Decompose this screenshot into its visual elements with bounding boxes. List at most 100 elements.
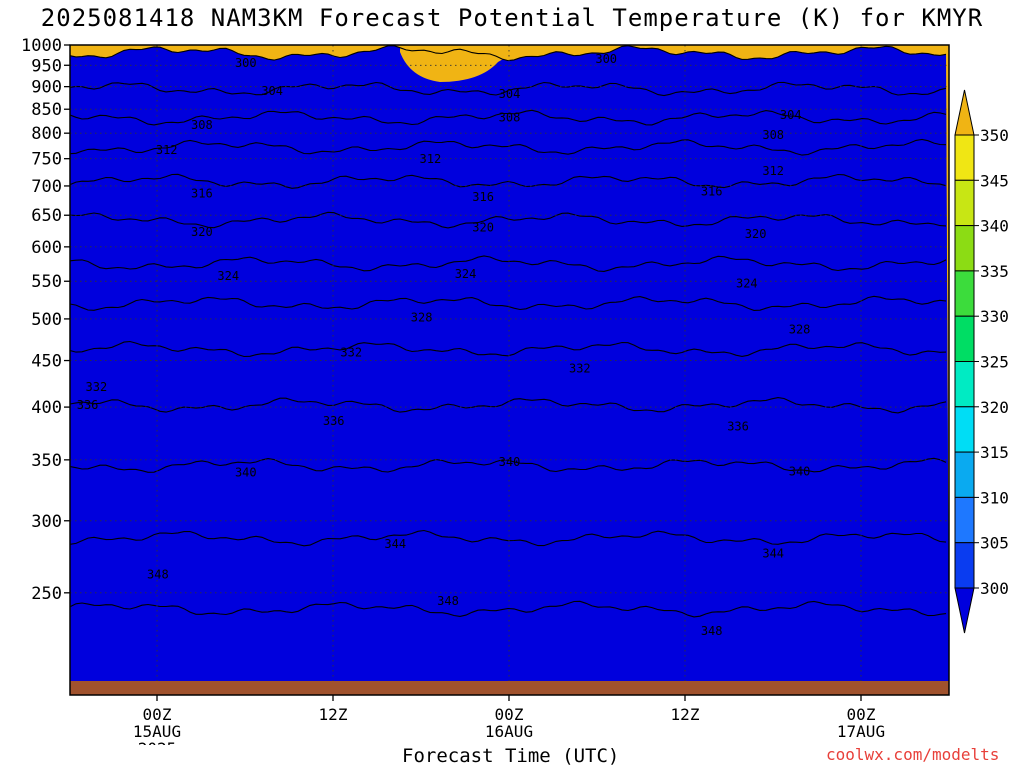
y-tick-label: 800 — [31, 124, 62, 144]
contour-label: 348 — [147, 567, 169, 581]
x-tick-label: 00Z — [495, 705, 524, 724]
contour-label: 312 — [420, 152, 442, 166]
y-tick-label: 650 — [31, 206, 62, 226]
y-tick-label: 400 — [31, 398, 62, 418]
colorbar-arrow-top — [954, 89, 975, 136]
colorbar-swatch — [954, 496, 975, 544]
source-credit: coolwx.com/modelts — [826, 745, 1000, 764]
contour-line-316 — [70, 173, 947, 189]
contour-label: 320 — [472, 221, 494, 235]
colorbar-label: 325 — [980, 353, 1009, 372]
contour-line-332 — [70, 340, 947, 358]
colorbar-swatch — [954, 179, 975, 227]
contour-label: 336 — [323, 414, 345, 428]
contour-label: 332 — [569, 362, 591, 376]
y-tick-label: 350 — [31, 451, 62, 471]
contour-label: 336 — [727, 419, 749, 433]
contour-label: 308 — [191, 118, 213, 132]
contour-label: 324 — [217, 269, 239, 283]
colorbar-label: 300 — [980, 579, 1009, 598]
contour-label: 312 — [762, 164, 784, 178]
y-tick-label: 500 — [31, 310, 62, 330]
cold-pool-blob — [120, 658, 387, 681]
x-tick-label: 12Z — [671, 705, 700, 724]
contour-label: 340 — [789, 464, 811, 478]
cold-pool-blob — [88, 659, 110, 681]
contour-labels: 348 348 348 344 344 340 340 340 336 336 336 332 332 3… — [77, 52, 811, 638]
y-tick-label: 950 — [31, 56, 62, 76]
contour-line-344 — [70, 529, 947, 547]
y-tick-label: 700 — [31, 177, 62, 197]
cold-pool-blob — [585, 651, 722, 681]
contour-label: 308 — [499, 111, 521, 125]
contour-line-312 — [70, 138, 947, 156]
contour-label: 344 — [762, 547, 784, 561]
colorbar-label: 305 — [980, 534, 1009, 553]
colorbar-swatch — [954, 406, 975, 453]
colorbar-swatch — [954, 361, 975, 408]
contour-label: 328 — [411, 310, 433, 324]
fill-band-below-300 — [70, 45, 949, 681]
contour-label: 316 — [701, 185, 723, 199]
y-tick-label: 550 — [31, 272, 62, 292]
y-axis: 2503003504004505005506006507007508008509… — [21, 36, 70, 604]
contour-label: 304 — [780, 108, 802, 122]
x-tick-year: 2025 — [138, 739, 177, 745]
y-tick-label: 1000 — [21, 36, 62, 56]
contour-label: 304 — [499, 87, 521, 101]
colorbar-label: 350 — [980, 126, 1009, 145]
contour-label: 316 — [191, 186, 213, 200]
contour-line-304 — [70, 81, 947, 97]
contour-label: 300 — [235, 56, 257, 70]
x-axis: 00Z15AUG202512Z00Z16AUG12Z00Z17AUG — [133, 695, 885, 745]
y-tick-label: 850 — [31, 100, 62, 120]
y-tick-label: 250 — [31, 584, 62, 604]
contour-label: 300 — [595, 52, 617, 66]
contour-line-328 — [70, 295, 947, 311]
contour-line-336 — [70, 397, 947, 414]
contour-label: 308 — [762, 128, 784, 142]
temperature-fill-bands — [70, 45, 949, 681]
chart-title: 2025081418 NAM3KM Forecast Potential Tem… — [40, 4, 984, 32]
contour-label: 340 — [499, 455, 521, 469]
contour-label: 336 — [77, 398, 99, 412]
colorbar-label: 310 — [980, 488, 1009, 507]
contour-label: 332 — [86, 380, 108, 394]
contour-label: 312 — [156, 143, 178, 157]
colorbar-arrow-bottom — [954, 587, 975, 634]
contour-line-348 — [70, 600, 947, 618]
colorbar-label: 320 — [980, 398, 1009, 417]
contour-label: 324 — [736, 276, 758, 290]
contour-line-340 — [70, 457, 947, 473]
warm-top-blob — [400, 45, 540, 82]
colorbar-swatch — [954, 134, 975, 181]
chart-canvas: 348 348 348 344 344 340 340 340 336 336 336 332 332 3… — [21, 36, 1009, 745]
x-tick-label: 12Z — [319, 705, 348, 724]
contour-label: 348 — [701, 624, 723, 638]
colorbar-swatch — [954, 451, 975, 498]
contour-label: 320 — [191, 225, 213, 239]
grid-lines — [70, 45, 949, 681]
colorbar-label: 330 — [980, 307, 1009, 326]
colorbar-swatch — [954, 225, 975, 272]
contour-line-300 — [70, 45, 947, 62]
y-tick-label: 750 — [31, 150, 62, 170]
cold-pool-blob — [915, 640, 949, 681]
contour-label: 332 — [340, 346, 362, 360]
y-tick-label: 300 — [31, 512, 62, 532]
y-tick-label: 900 — [31, 78, 62, 98]
colorbar-swatch — [954, 270, 975, 317]
contour-label: 348 — [437, 594, 459, 608]
x-tick-date: 16AUG — [485, 722, 533, 741]
contour-label: 328 — [789, 322, 811, 336]
colorbar-swatch — [954, 315, 975, 363]
x-axis-title: Forecast Time (UTC) — [402, 745, 620, 767]
colorbar-label: 315 — [980, 443, 1009, 462]
contour-label: 304 — [261, 84, 283, 98]
colorbar-label: 335 — [980, 262, 1009, 281]
colorbar-label: 340 — [980, 217, 1009, 236]
contour-label: 344 — [384, 537, 406, 551]
colorbar: 300 305 310 315 320 325 330 335 340 345 350 — [954, 89, 1009, 634]
ground-strip — [70, 681, 949, 695]
y-tick-label: 450 — [31, 352, 62, 372]
